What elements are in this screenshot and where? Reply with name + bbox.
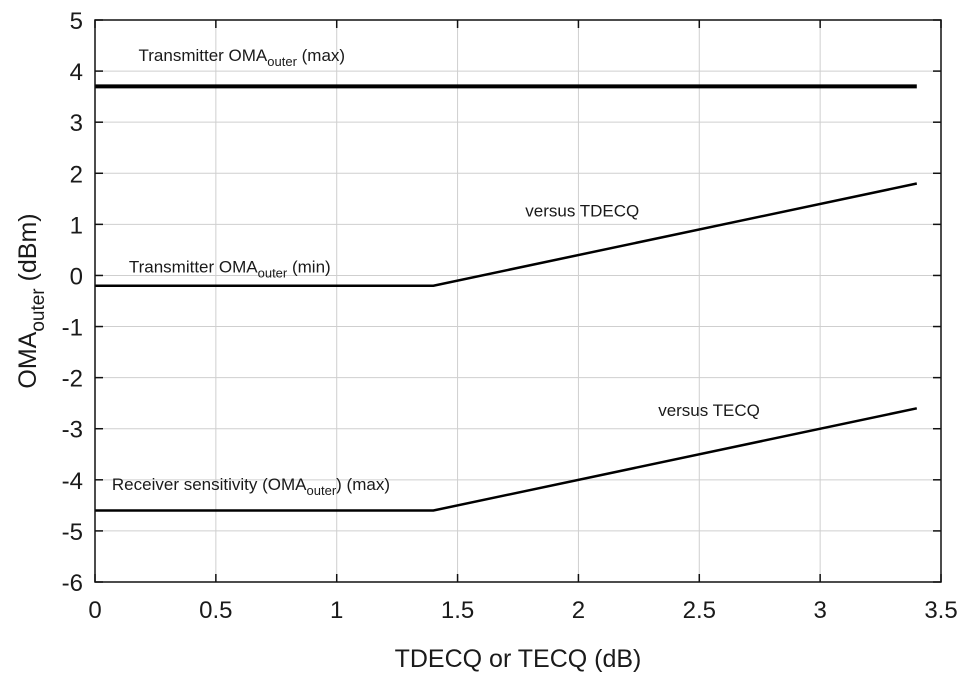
- y-axis-title-main: OMA: [14, 331, 42, 388]
- x-tick-label: 1.5: [441, 597, 474, 624]
- y-tick-label: -5: [62, 519, 83, 546]
- y-tick-label: 5: [70, 8, 83, 35]
- y-tick-label: -3: [62, 417, 83, 444]
- y-tick-label: 1: [70, 212, 83, 239]
- y-tick-label: 4: [70, 59, 83, 86]
- rx-sens-label: Receiver sensitivity (OMAouter) (max): [112, 475, 390, 498]
- tx-min-label: Transmitter OMAouter (min): [129, 257, 331, 280]
- x-axis-title: TDECQ or TECQ (dB): [395, 645, 642, 673]
- plot-series: [95, 84, 918, 512]
- x-tick-label: 2: [572, 597, 585, 624]
- tx-max-label: Transmitter OMAouter (max): [139, 46, 346, 69]
- y-axis-title-unit: (dBm): [14, 213, 42, 288]
- y-tick-label: 0: [70, 263, 83, 290]
- x-tick-label: 1: [330, 597, 343, 624]
- grid-lines: [94, 19, 942, 583]
- tdecq-label: versus TDECQ: [525, 202, 639, 221]
- x-tick-label: 0: [88, 597, 101, 624]
- y-tick-label: 2: [70, 161, 83, 188]
- x-tick-label: 2.5: [683, 597, 716, 624]
- y-tick-label: -1: [62, 315, 83, 342]
- y-tick-label: -6: [62, 570, 83, 597]
- annotations: Transmitter OMAouter (max) Transmitter OM…: [112, 46, 760, 498]
- series-line-tx-min: [95, 182, 918, 287]
- plot-frame: [94, 19, 942, 583]
- series-line-rx-sens: [95, 407, 918, 512]
- x-tick-label: 3.5: [924, 597, 957, 624]
- y-tick-label: 3: [70, 110, 83, 137]
- y-axis-title: OMAouter (dBm): [14, 213, 49, 388]
- y-tick-label: -2: [62, 366, 83, 393]
- x-tick-label: 0.5: [199, 597, 232, 624]
- y-axis-title-sub: outer: [28, 288, 49, 332]
- tecq-label: versus TECQ: [658, 401, 760, 420]
- y-tick-label: -4: [62, 468, 83, 495]
- x-tick-label: 3: [813, 597, 826, 624]
- axis-ticks: 0 0.5 1 1.5 2 2.5 3 3.5 5 4 3 2 1 0 -1 -2 -3 -4 -5 -6: [62, 8, 958, 624]
